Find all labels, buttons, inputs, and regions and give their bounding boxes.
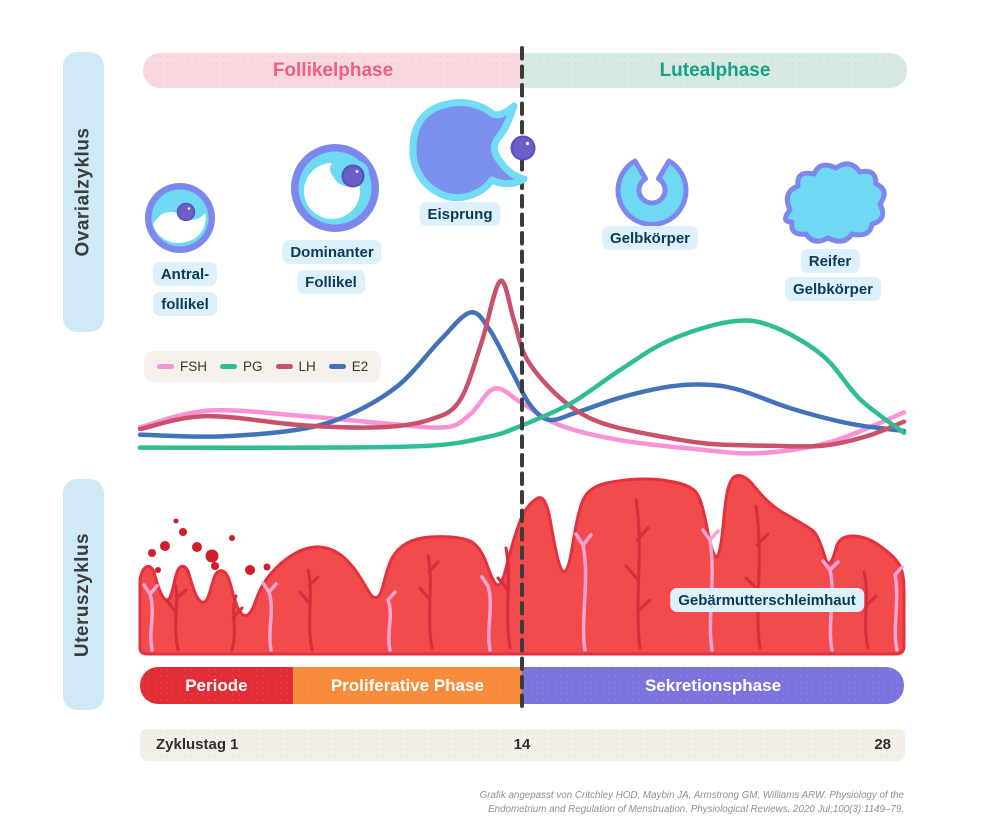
phase-label-secretory: Sekretionsphase: [644, 675, 782, 695]
endometrium-label: Gebärmutterschleimhaut: [670, 588, 864, 612]
follicular-phase-banner: Follikelphase: [143, 53, 523, 88]
ovarian-stage-illustrations: [145, 99, 887, 253]
ovulation-illustration: [409, 99, 536, 202]
legend-item-pg: PG: [220, 359, 263, 374]
axis-label-day14: 14: [513, 736, 531, 753]
section-label-uterine-cycle: Uteruszyklus: [63, 479, 104, 710]
source-citation: Grafik angepasst von Critchley HOD, Mayb…: [344, 789, 904, 817]
corpus-luteum-label: Gelbkörper: [601, 226, 699, 250]
corpus-luteum-illustration: [615, 158, 689, 227]
dominant-follicle-illustration: [291, 144, 379, 232]
follicular-phase-title: Follikelphase: [272, 59, 394, 81]
mature-corpus-luteum-label-line1: Reifer: [800, 249, 860, 273]
axis-label-day28: 28: [874, 736, 891, 753]
legend-item-fsh: FSH: [157, 359, 207, 374]
phase-segment-0: Periode: [140, 667, 293, 704]
mature-corpus-luteum-illustration: [783, 161, 887, 244]
endometrium-pink-veins: [142, 528, 904, 652]
axis-label-day1: Zyklustag 1: [156, 736, 239, 753]
blood-droplets: [148, 518, 271, 575]
mature-corpus-luteum-label-line2: Gelbkörper: [784, 277, 882, 301]
citation-line2: Endometrium and Regulation of Menstruati…: [488, 803, 904, 815]
legend-item-e2: E2: [328, 359, 369, 374]
endometrium-dark-veins: [164, 498, 878, 652]
legend-swatch-LH: [275, 364, 293, 369]
legend-swatch-PG: [220, 364, 237, 369]
antral-follicle-label-line1: Antral-: [152, 262, 218, 286]
phase-label-periode: Periode: [185, 675, 248, 695]
luteal-phase-title: Lutealphase: [659, 59, 771, 81]
ovum-icon: [510, 135, 536, 161]
ovulation-label: Eisprung: [419, 202, 501, 226]
phase-segment-1: Proliferative Phase: [292, 667, 522, 704]
antral-follicle-label-line2: follikel: [153, 292, 217, 316]
curve-PG: [137, 318, 907, 450]
dominant-follicle-label-line2: Follikel: [297, 270, 365, 294]
curve-FSH: [137, 386, 907, 456]
curve-E2: [137, 310, 907, 439]
citation-line1: Grafik angepasst von Critchley HOD, Mayb…: [479, 790, 904, 801]
antral-follicle-illustration: [145, 183, 215, 253]
legend-item-lh: LH: [275, 359, 316, 374]
section-label-ovarian-cycle: Ovarialzyklus: [63, 52, 104, 332]
luteal-phase-banner: Lutealphase: [523, 53, 907, 88]
phase-label-proliferative: Proliferative Phase: [330, 675, 484, 695]
legend-label-pg: PG: [243, 359, 263, 374]
legend-label-fsh: FSH: [180, 359, 207, 374]
hormone-legend: FSH PG LH E2: [144, 351, 382, 382]
cycle-day-axis: Zyklustag 1 14 28: [140, 729, 905, 761]
legend-swatch-FSH: [157, 364, 174, 369]
dominant-follicle-label-line1: Dominanter: [282, 240, 382, 264]
legend-label-lh: LH: [298, 359, 316, 374]
legend-swatch-E2: [328, 364, 346, 369]
legend-label-e2: E2: [351, 359, 369, 374]
phase-segment-2: Sekretionsphase: [522, 667, 904, 704]
